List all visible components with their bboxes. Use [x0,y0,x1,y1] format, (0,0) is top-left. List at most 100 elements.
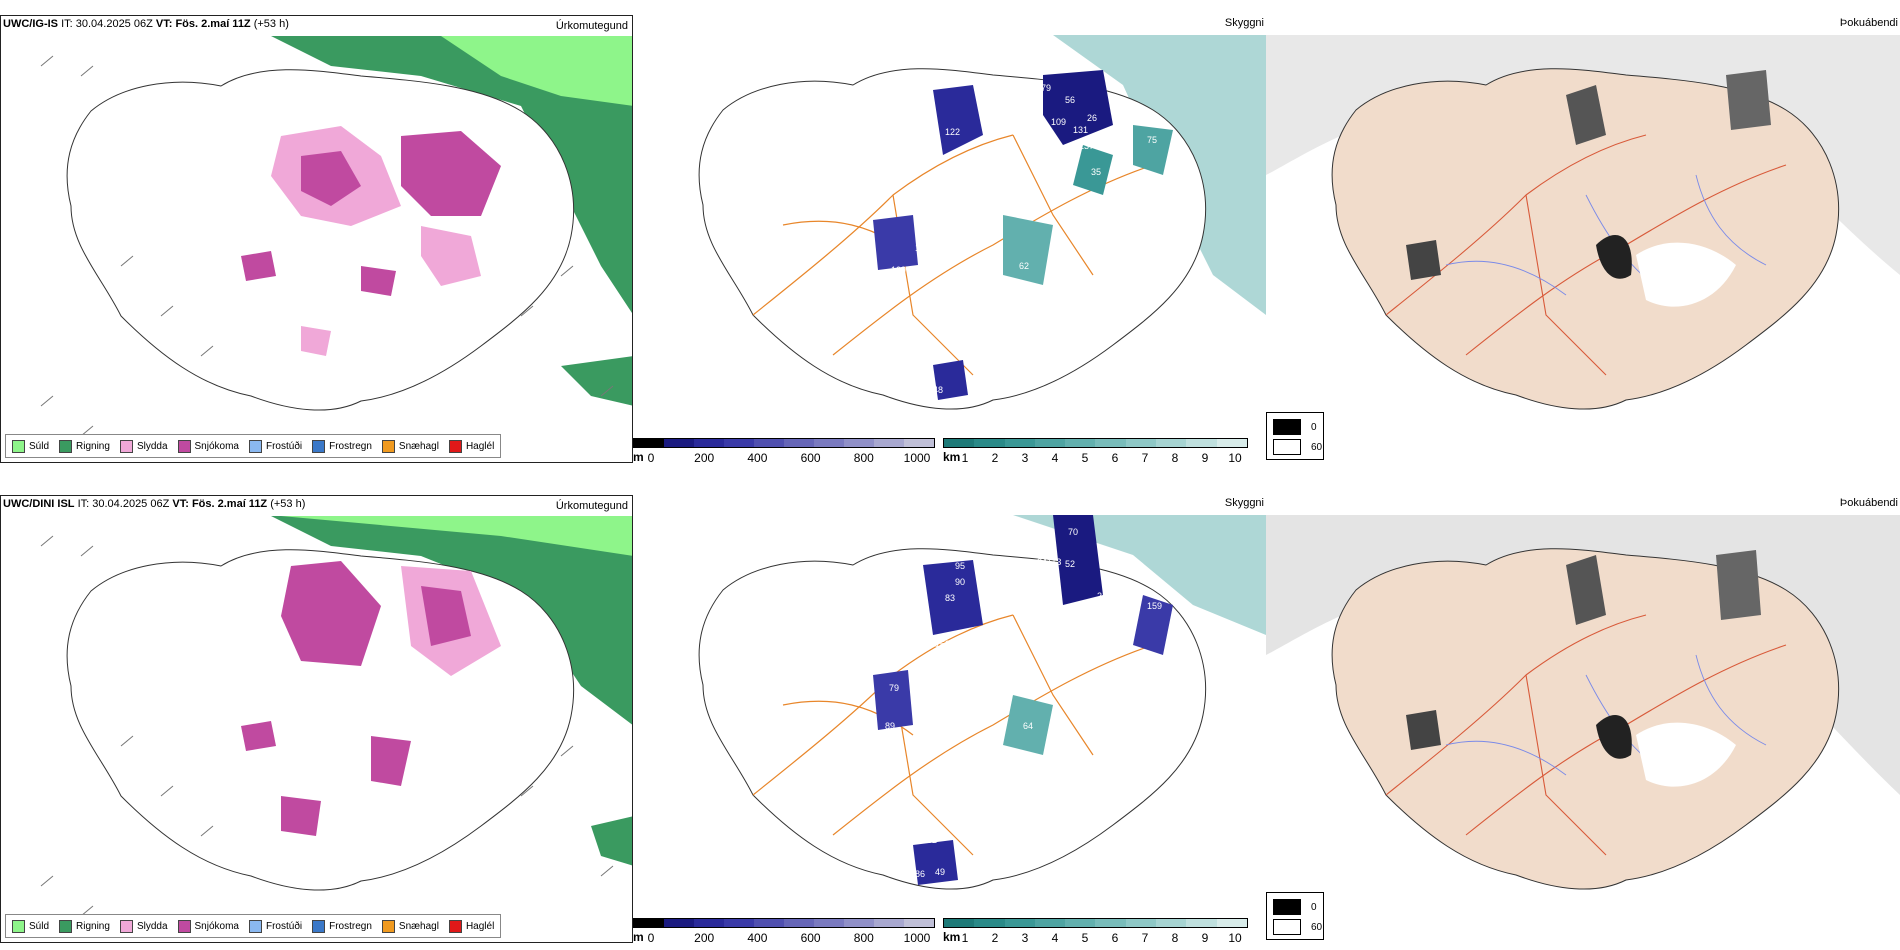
legend-swatch [312,439,326,453]
colorbar-km-swatches [943,438,1248,448]
cloud-height-label: 64 [1023,721,1033,731]
legend-item: Snæhagl [381,439,439,453]
colorbar-cell [1156,439,1187,447]
colorbar-tick: 800 [853,931,874,943]
colorbar-cell [784,919,814,927]
legend-item: Snæhagl [381,919,439,933]
legend-swatch [119,439,133,453]
vt-label: VT: [172,498,189,510]
colorbar-cell [904,919,934,927]
colorbar-tick: 2 [991,451,999,463]
cloud-height-label: 137 [1079,141,1094,151]
colorbar-m-unit: m [633,450,644,463]
cloud-height-label: 83 [945,593,955,603]
colorbar-cell [784,439,814,447]
legend-swatch [12,919,25,933]
colorbar-tick: 200 [694,931,715,943]
cloud-colorbar-m: m 0 200 400 600 800 1000 [633,438,943,463]
legend-label: Frostregn [329,920,372,932]
cloud-height-label: 12 [911,379,921,389]
cloud-height-label: 49 [935,867,945,877]
lead-time: (+53 h) [253,18,289,30]
cloud-height-label: 122 [945,127,960,137]
model-name: UWC/DINI ISL [3,498,75,510]
vt-value: Fös. 2.maí 11Z [175,18,251,30]
colorbar-tick: 5 [1081,451,1089,463]
legend-item: Frostúði [248,439,303,453]
cloud-map-top: 56 79 109 26 131 137 75 122 35 118 305 27 32 123 118 10… [633,15,1266,435]
colorbar-tick: 8 [1171,931,1179,943]
fog-panel-bottom: Þokuábendi 0 60 [1266,495,1900,943]
cloud-height-label: 82 [927,835,937,845]
precip-legend: Súld Rigning Slydda Snjókoma Frostúði Frostre… [5,914,502,938]
precip-map-bottom [1,496,632,942]
legend-label: Haglél [465,440,495,452]
colorbar-cell [664,919,694,927]
colorbar-cell [754,919,784,927]
colorbar-cell [694,919,724,927]
legend-label: Haglél [465,920,495,932]
panel-title: Úrkomutegund [555,20,628,32]
legend-item: Haglél [448,439,495,453]
it-value: 30.04.2025 06Z [75,18,153,30]
colorbar-cell [724,919,754,927]
cloud-height-label: 254 [965,631,980,641]
cloud-height-label: 48 [933,385,943,395]
panel-header: UWC/IG-IS IT: 30.04.2025 06Z VT: Fös. 2.… [3,18,289,30]
legend-item: Frostregn [312,439,372,453]
colorbar-cell [724,439,754,447]
colorbar-tick: 7 [1141,451,1149,463]
legend-swatch [59,919,73,933]
colorbar-tick: 6 [1111,451,1119,463]
cloud-height-label: 35 [1091,167,1101,177]
it-value: 30.04.2025 06Z [92,498,170,510]
cloud-height-label: 305 [1095,207,1110,217]
fog-legend: 0 60 [1266,412,1324,460]
colorbar-tick: 1000 [903,931,931,943]
panel-title: Þokuábendi [1839,497,1898,509]
cloud-height-label: 27 [955,191,965,201]
legend-item: Slydda [119,439,168,453]
legend-swatch [312,919,326,933]
colorbar-tick: 3 [1021,931,1029,943]
legend-swatch [119,919,133,933]
colorbar-cell [904,439,934,447]
cloud-height-label: 32 [1107,603,1117,613]
legend-swatch [381,919,395,933]
cloud-panel-bottom: 70 53 84 113 52 95 90 83 211 32 159 162 254 79 111 89 64… [633,495,1266,943]
colorbar-tick: 600 [800,451,821,463]
colorbar-cell [1186,919,1217,927]
legend-label: Frostúði [265,920,303,932]
colorbar-cell [754,439,784,447]
legend-item: Frostúði [248,919,303,933]
fog-high-label: 0 [1311,901,1317,913]
vt-value: Fös. 2.maí 11Z [191,498,268,510]
cloud-height-label: 26 [1087,113,1097,123]
legend-item: Slydda [119,919,168,933]
colorbar-tick: 4 [1051,451,1059,463]
cloud-height-label: 95 [955,561,965,571]
legend-swatch [448,919,462,933]
colorbar-cell [1004,439,1035,447]
colorbar-cell [1186,439,1217,447]
legend-swatch [248,439,262,453]
fog-panel-top: Þokuábendi 0 60 [1266,15,1900,463]
colorbar-cell [814,919,844,927]
precip-map-top [1,16,632,462]
panel-title: Skyggni [1224,497,1264,509]
legend-label: Frostúði [265,440,303,452]
colorbar-tick: 6 [1111,931,1119,943]
colorbar-cell [1095,439,1126,447]
cloud-height-label: 56 [1065,95,1075,105]
cloud-height-label: 118 [915,243,929,253]
colorbar-tick: 400 [747,451,768,463]
colorbar-cell [1216,919,1247,927]
legend-item: Haglél [448,919,495,933]
legend-swatch [59,439,73,453]
colorbar-tick: 4 [1051,931,1059,943]
cloud-colorbar-km: km 1 2 3 4 5 6 7 8 9 10 [943,918,1266,943]
legend-label: Slydda [136,920,168,932]
legend-item: Snjókoma [177,439,239,453]
legend-swatch [12,439,25,453]
